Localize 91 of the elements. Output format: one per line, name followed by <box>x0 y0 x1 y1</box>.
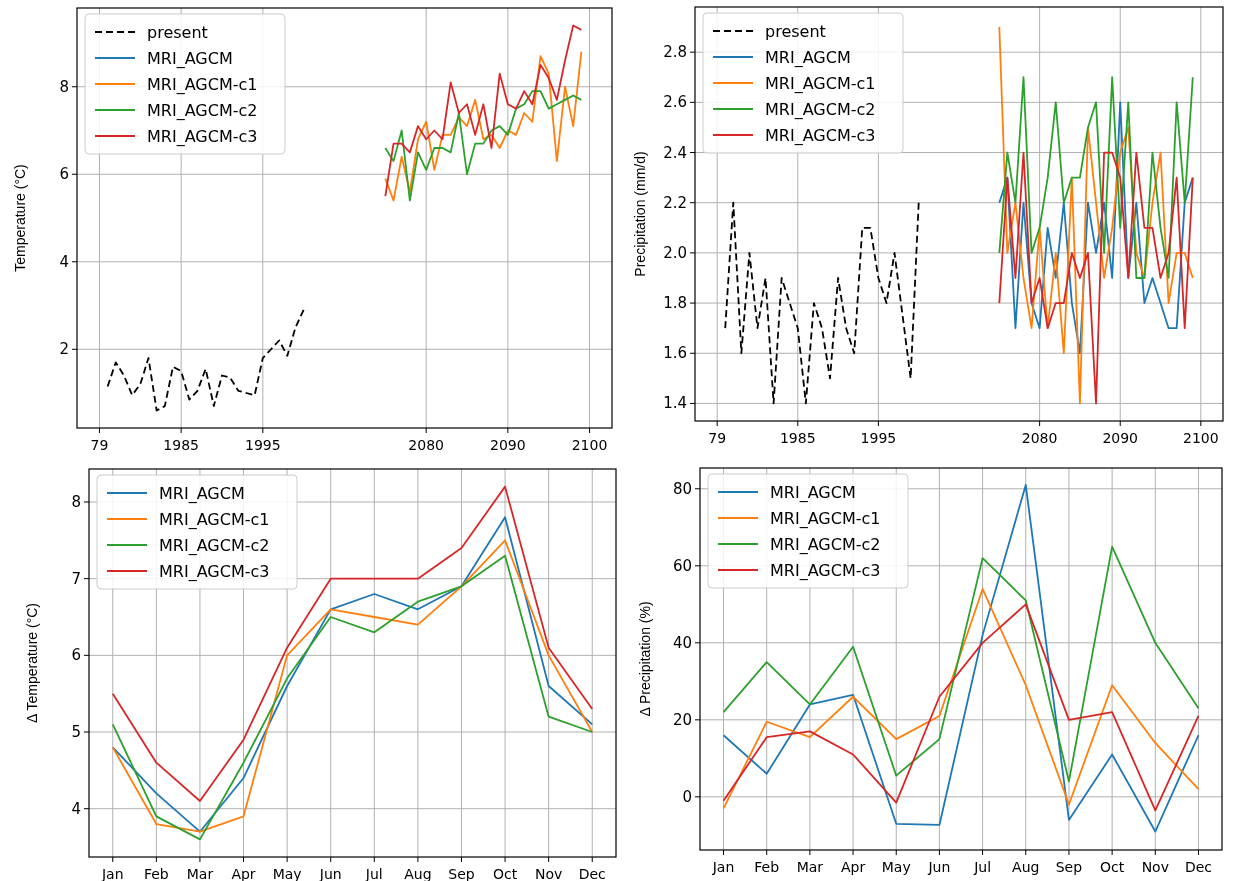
y-axis-title: Δ Precipitation (%) <box>637 601 653 717</box>
line-series <box>724 201 920 405</box>
line-series <box>384 90 583 202</box>
legend-label: MRI_AGCM-c1 <box>147 75 258 95</box>
x-tick-label: May <box>272 866 302 881</box>
x-tick-label: Oct <box>492 866 518 881</box>
x-tick-label: Sep <box>448 866 475 881</box>
x-tick-label: Jan <box>711 859 735 875</box>
x-tick-label: 2090 <box>1102 430 1139 446</box>
x-tick-label: Feb <box>143 866 169 881</box>
y-tick-label: 2.6 <box>663 93 687 112</box>
x-tick-label: May <box>881 859 911 875</box>
line-series <box>998 26 1194 405</box>
y-tick-label: 60 <box>672 556 692 575</box>
x-tick-label: Jun <box>927 859 951 875</box>
x-tick-label: Apr <box>840 859 866 875</box>
x-tick-label: 79 <box>708 430 727 446</box>
legend-label: MRI_AGCM-c1 <box>159 510 270 530</box>
y-tick-label: 1.6 <box>663 344 687 363</box>
line-series <box>111 485 594 802</box>
x-tick-label: 2100 <box>1183 430 1219 446</box>
legend-label: MRI_AGCM-c1 <box>770 509 881 529</box>
x-tick-label: 2090 <box>490 437 526 453</box>
y-tick-label: 1.4 <box>663 394 687 413</box>
y-tick-label: 4 <box>59 252 69 271</box>
line-series <box>998 76 1194 279</box>
y-tick-label: 2.4 <box>663 143 687 162</box>
y-tick-label: 8 <box>59 77 69 96</box>
x-tick-label: 2100 <box>571 437 608 453</box>
legend-label: MRI_AGCM <box>147 49 233 69</box>
x-tick-label: Nov <box>1141 859 1169 875</box>
line-series <box>106 308 305 412</box>
y-tick-label: 2.0 <box>663 243 687 262</box>
legend-label: present <box>765 22 826 41</box>
line-series <box>722 484 1200 833</box>
x-tick-label: Nov <box>534 866 563 881</box>
x-tick-label: Dec <box>578 866 606 881</box>
x-tick-label: Aug <box>404 866 432 881</box>
x-tick-label: Oct <box>1100 859 1125 875</box>
legend-label: MRI_AGCM-c2 <box>147 101 258 121</box>
x-tick-label: Mar <box>186 866 214 881</box>
y-tick-label: 7 <box>71 569 81 588</box>
legend-label: MRI_AGCM-c2 <box>770 535 881 555</box>
legend-label: MRI_AGCM <box>159 484 245 504</box>
x-tick-label: Feb <box>754 859 780 875</box>
legend-label: MRI_AGCM <box>765 48 851 68</box>
y-tick-label: 1.8 <box>663 294 687 313</box>
y-tick-label: 20 <box>672 710 692 729</box>
y-tick-label: 0 <box>682 787 692 806</box>
x-tick-label: 2080 <box>1021 430 1058 446</box>
legend-label: MRI_AGCM <box>770 483 856 503</box>
y-axis-title: Precipitation (mm/d) <box>632 151 648 277</box>
y-tick-label: 2.8 <box>663 43 687 62</box>
x-tick-label: Jul <box>364 866 383 881</box>
legend-label: MRI_AGCM-c3 <box>765 126 876 146</box>
legend-label: MRI_AGCM-c2 <box>159 536 270 556</box>
y-axis-title: Δ Temperature (°C) <box>24 603 40 723</box>
y-tick-label: 40 <box>672 633 692 652</box>
x-tick-label: Apr <box>231 866 256 881</box>
legend-label: MRI_AGCM-c3 <box>159 562 270 582</box>
x-tick-label: 1985 <box>779 430 816 446</box>
x-tick-label: Jun <box>318 866 342 881</box>
legend-label: MRI_AGCM-c3 <box>147 127 258 147</box>
line-series <box>998 101 1194 355</box>
x-tick-label: Jul <box>973 859 992 875</box>
x-tick-label: 1995 <box>245 437 281 453</box>
x-tick-label: Jan <box>100 866 124 881</box>
x-tick-label: 2080 <box>408 437 444 453</box>
y-axis-title: Temperature (°C) <box>12 164 28 272</box>
line-series <box>998 151 1194 405</box>
x-tick-label: 1995 <box>860 430 897 446</box>
line-series <box>384 50 583 202</box>
y-tick-label: 8 <box>71 492 81 511</box>
x-tick-label: Mar <box>796 859 824 875</box>
x-tick-label: 1985 <box>163 437 199 453</box>
y-tick-label: 6 <box>71 646 81 665</box>
legend-label: MRI_AGCM-c2 <box>765 100 876 120</box>
y-tick-label: 4 <box>71 799 81 818</box>
y-tick-label: 6 <box>59 165 69 184</box>
y-tick-label: 2 <box>59 340 69 359</box>
x-tick-label: Aug <box>1012 859 1040 875</box>
legend-label: present <box>147 23 208 42</box>
legend-label: MRI_AGCM-c3 <box>770 561 881 581</box>
y-tick-label: 5 <box>71 723 81 742</box>
x-tick-label: Dec <box>1184 859 1213 875</box>
y-tick-label: 2.2 <box>663 193 687 212</box>
y-tick-label: 80 <box>672 479 692 498</box>
x-tick-label: Sep <box>1055 859 1083 875</box>
line-series <box>384 24 583 198</box>
x-tick-label: 79 <box>90 437 109 453</box>
legend-label: MRI_AGCM-c1 <box>765 74 876 94</box>
